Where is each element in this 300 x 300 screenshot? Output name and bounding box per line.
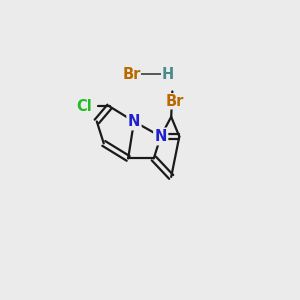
- Text: Br: Br: [123, 67, 141, 82]
- Text: N: N: [128, 114, 140, 129]
- Text: Cl: Cl: [76, 99, 92, 114]
- Text: Br: Br: [166, 94, 184, 109]
- Text: H: H: [162, 67, 174, 82]
- Text: N: N: [154, 129, 167, 144]
